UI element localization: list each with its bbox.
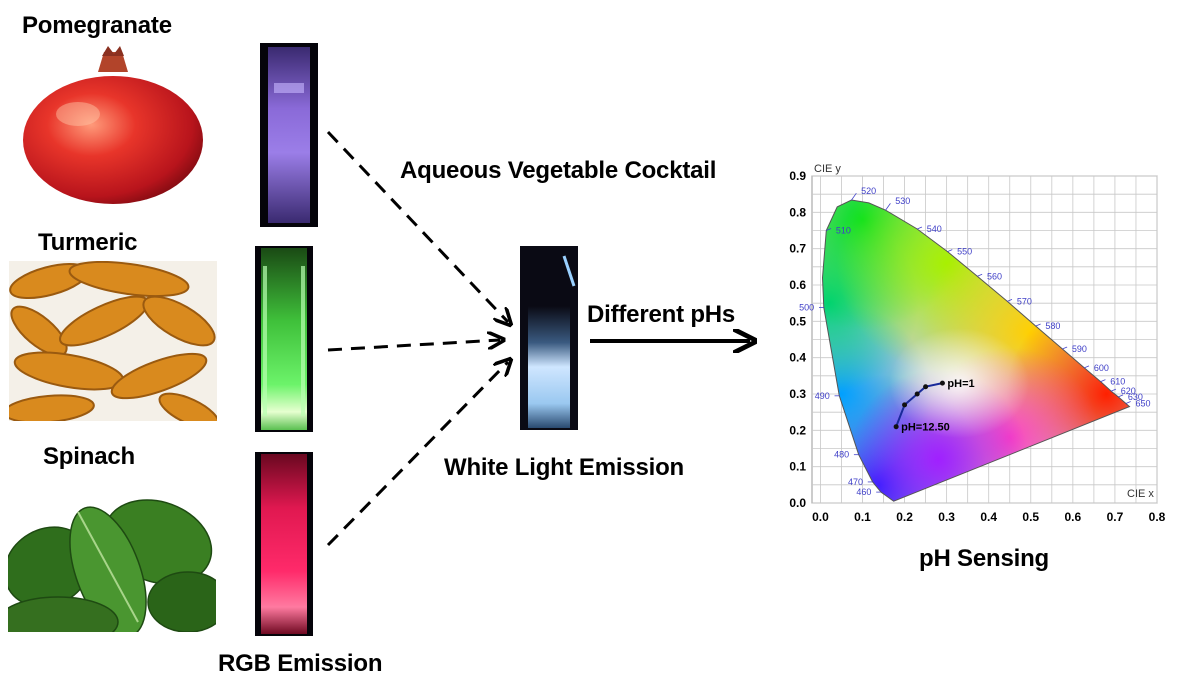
ph-point [893, 424, 899, 430]
y-tick-label: 0.0 [789, 496, 806, 510]
wavelength-label: 540 [927, 224, 942, 234]
ph-point [902, 402, 908, 408]
x-tick-label: 0.0 [812, 510, 829, 524]
wavelength-label: 550 [957, 247, 972, 257]
spectral-locus [821, 199, 1131, 502]
x-tick-label: 0.1 [854, 510, 871, 524]
ph-sensing-label: pH Sensing [919, 545, 1050, 572]
wavelength-label: 630 [1128, 392, 1143, 402]
x-tick-label: 0.8 [1149, 510, 1166, 524]
wavelength-label: 460 [856, 487, 871, 497]
x-tick-label: 0.7 [1107, 510, 1124, 524]
ph-point [914, 391, 920, 397]
turmeric-photo [9, 261, 217, 421]
spinach-label: Spinach [43, 443, 135, 470]
wavelength-label: 530 [895, 196, 910, 206]
turmeric-label: Turmeric [38, 229, 138, 256]
y-tick-label: 0.5 [789, 314, 806, 328]
violet-emission-cuvette [260, 43, 318, 227]
y-tick-label: 0.4 [789, 351, 806, 365]
ph-point-label: pH=12.50 [901, 422, 950, 434]
y-tick-label: 0.7 [789, 242, 806, 256]
y-tick-label: 0.9 [789, 169, 806, 183]
ph-point [939, 380, 945, 386]
pomegranate-label: Pomegranate [22, 12, 172, 39]
x-tick-label: 0.4 [980, 510, 997, 524]
red-emission-cuvette [255, 452, 313, 636]
wavelength-label: 620 [1121, 386, 1136, 396]
wavelength-label: 650 [1135, 398, 1150, 408]
ph-point [923, 384, 929, 390]
x-tick-label: 0.2 [896, 510, 913, 524]
spinach-photo [8, 472, 216, 632]
ph-point-label: pH=1 [947, 378, 974, 390]
wavelength-label: 590 [1072, 344, 1087, 354]
cie-chart: 0.0 0.1 0.2 0.3 0.4 0.5 0.6 0.7 0.8 0.0 0.1 0.2 0.3 0… [772, 158, 1172, 528]
wavelength-label: 570 [1017, 296, 1032, 306]
wavelength-label: 610 [1110, 377, 1125, 387]
y-axis-label: CIE y [814, 163, 841, 175]
wavelength-label: 470 [848, 477, 863, 487]
dashed-arrow-green [327, 340, 500, 352]
wavelength-label: 480 [834, 450, 849, 460]
pomegranate-photo [18, 44, 208, 204]
wavelength-label: 500 [799, 303, 814, 313]
wavelength-label: 600 [1094, 363, 1109, 373]
y-tick-label: 0.8 [789, 205, 806, 219]
wavelength-label: 490 [815, 391, 830, 401]
white-light-label: White Light Emission [444, 454, 684, 481]
wavelength-label: 520 [861, 186, 876, 196]
cocktail-label: Aqueous Vegetable Cocktail [400, 157, 717, 184]
different-phs-label: Different pHs [587, 301, 736, 328]
x-tick-label: 0.5 [1022, 510, 1039, 524]
white-emission-cuvette [520, 246, 578, 430]
cie-svg: 0.0 0.1 0.2 0.3 0.4 0.5 0.6 0.7 0.8 0.0 0.1 0.2 0.3 0… [789, 163, 1166, 524]
x-tick-label: 0.6 [1065, 510, 1082, 524]
x-tick-label: 0.3 [938, 510, 955, 524]
y-tick-label: 0.1 [789, 460, 806, 474]
rgb-emission-label: RGB Emission [218, 650, 383, 677]
x-axis-label: CIE x [1127, 488, 1154, 500]
wavelength-label: 560 [987, 271, 1002, 281]
y-tick-label: 0.6 [789, 278, 806, 292]
y-tick-label: 0.2 [789, 423, 806, 437]
y-tick-label: 0.3 [789, 387, 806, 401]
wavelength-label: 580 [1045, 321, 1060, 331]
wavelength-label: 510 [836, 226, 851, 236]
green-emission-cuvette [255, 246, 313, 432]
